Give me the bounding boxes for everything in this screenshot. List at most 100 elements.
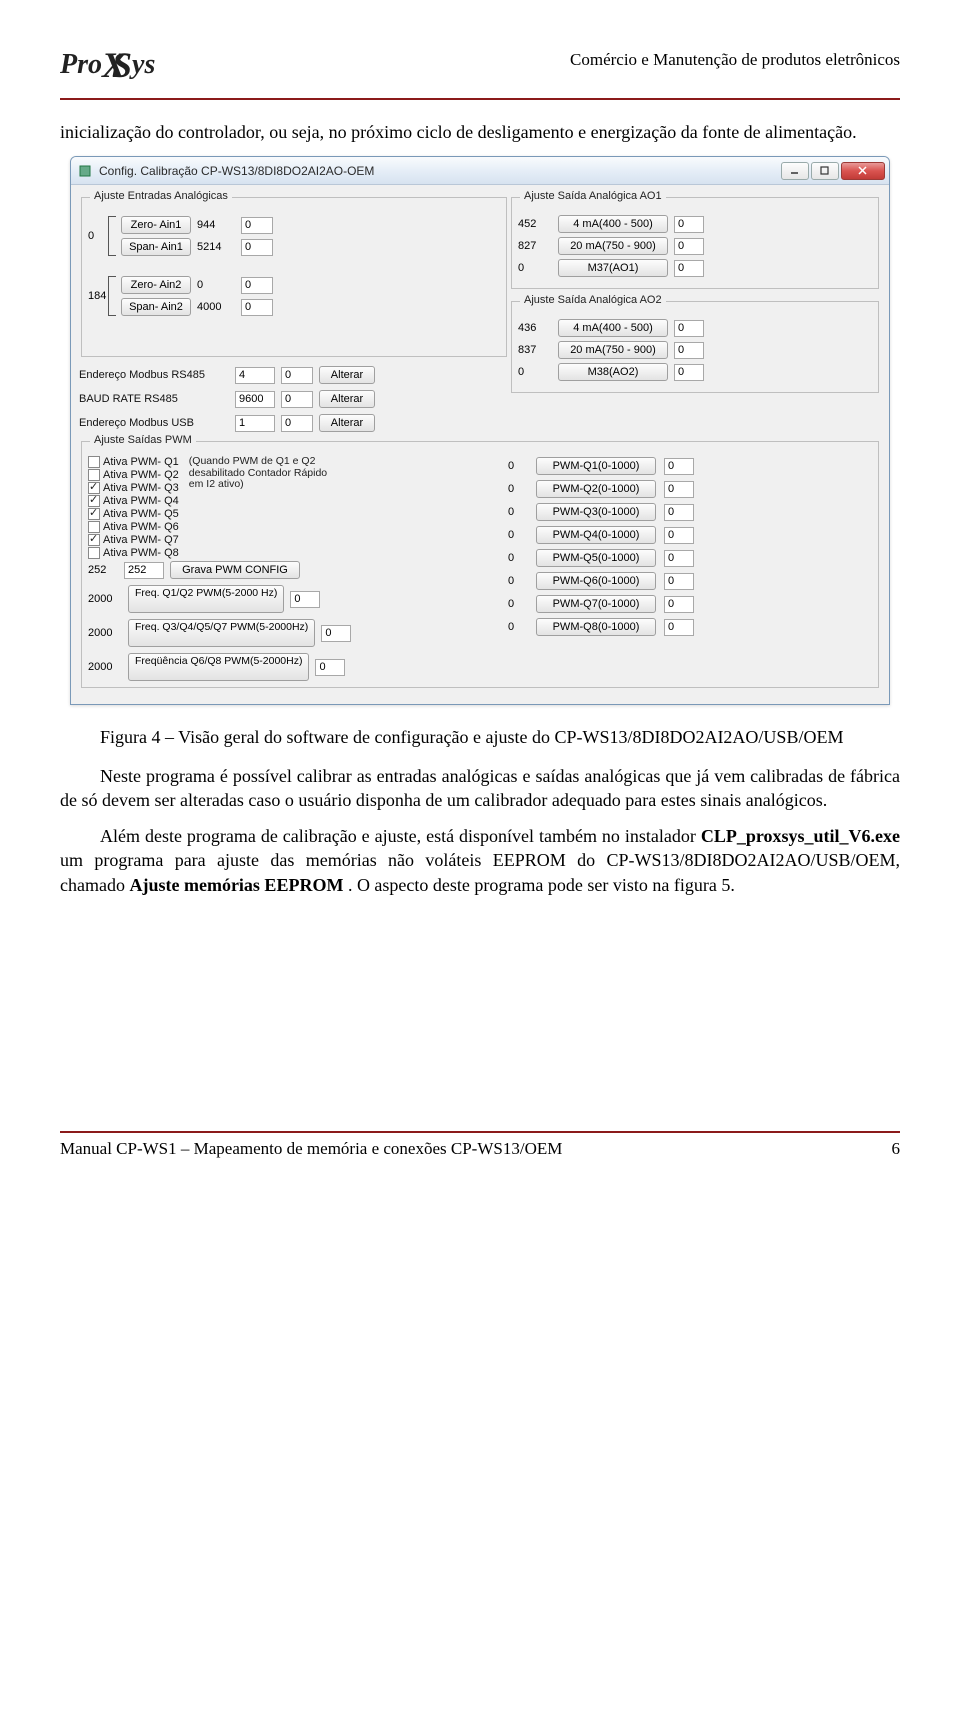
- pwmq-field[interactable]: 0: [664, 619, 694, 636]
- pwmq-button[interactable]: PWM-Q8(0-1000): [536, 618, 656, 636]
- baud-alterar-button[interactable]: Alterar: [319, 390, 375, 408]
- ao2-r2-l: 837: [518, 344, 552, 356]
- pwmq-left: 0: [508, 529, 528, 541]
- pwmq-button[interactable]: PWM-Q1(0-1000): [536, 457, 656, 475]
- pwm-q-row: 0 PWM-Q1(0-1000) 0: [508, 456, 872, 476]
- modbususb-v2[interactable]: 0: [281, 415, 313, 432]
- modbus485-alterar-button[interactable]: Alterar: [319, 366, 375, 384]
- modbus485-v2[interactable]: 0: [281, 367, 313, 384]
- page-footer: Manual CP-WS1 – Mapeamento de memória e …: [60, 1131, 900, 1159]
- pwm-checkbox-row[interactable]: Ativa PWM- Q6: [88, 521, 179, 533]
- pwmq-field[interactable]: 0: [664, 596, 694, 613]
- pwmq-field[interactable]: 0: [664, 458, 694, 475]
- modbus485-v1[interactable]: 4: [235, 367, 275, 384]
- checkbox-label: Ativa PWM- Q7: [103, 534, 179, 546]
- modbususb-v1[interactable]: 1: [235, 415, 275, 432]
- pwmq-button[interactable]: PWM-Q4(0-1000): [536, 526, 656, 544]
- freq-field[interactable]: 0: [315, 659, 345, 676]
- pwm-q-row: 0 PWM-Q4(0-1000) 0: [508, 525, 872, 545]
- dialog-title: Config. Calibração CP-WS13/8DI8DO2AI2AO-…: [99, 164, 374, 178]
- pwm-left-field[interactable]: 252: [124, 562, 164, 579]
- pwm-checkbox-row[interactable]: Ativa PWM- Q3: [88, 482, 179, 494]
- para2-e: . O aspecto deste programa pode ser vist…: [343, 875, 734, 895]
- para-1: Neste programa é possível calibrar as en…: [60, 764, 900, 813]
- close-button[interactable]: [841, 162, 885, 180]
- ao1-r3-f[interactable]: 0: [674, 260, 704, 277]
- zero-ain1-field[interactable]: 0: [241, 217, 273, 234]
- ao1-r1-f[interactable]: 0: [674, 216, 704, 233]
- ao1-m37-button[interactable]: M37(AO1): [558, 259, 668, 277]
- pwmq-left: 0: [508, 460, 528, 472]
- pwmq-button[interactable]: PWM-Q3(0-1000): [536, 503, 656, 521]
- pwm-q-row: 0 PWM-Q6(0-1000) 0: [508, 571, 872, 591]
- zero-ain2-button[interactable]: Zero- Ain2: [121, 276, 191, 294]
- ao2-4ma-button[interactable]: 4 mA(400 - 500): [558, 319, 668, 337]
- modbususb-alterar-button[interactable]: Alterar: [319, 414, 375, 432]
- checkbox-icon[interactable]: [88, 547, 100, 559]
- pwmq-field[interactable]: 0: [664, 550, 694, 567]
- ao2-r3-f[interactable]: 0: [674, 364, 704, 381]
- pwm-q-row: 0PWM-Q2(0-1000)0: [508, 479, 872, 499]
- pwm-checkbox-row[interactable]: Ativa PWM- Q8: [88, 547, 179, 559]
- pwmq-field[interactable]: 0: [664, 481, 694, 498]
- span-ain1-val: 5214: [197, 241, 235, 253]
- baud-v1[interactable]: 9600: [235, 391, 275, 408]
- zero-ain1-button[interactable]: Zero- Ain1: [121, 216, 191, 234]
- ao2-r1-f[interactable]: 0: [674, 320, 704, 337]
- span-ain2-button[interactable]: Span- Ain2: [121, 298, 191, 316]
- pwmq-field[interactable]: 0: [664, 573, 694, 590]
- pwm-left-val: 252: [88, 564, 118, 576]
- logo: ProXSys: [60, 40, 155, 82]
- pwmq-left: 0: [508, 621, 528, 633]
- pwmq-button[interactable]: PWM-Q6(0-1000): [536, 572, 656, 590]
- pwm-checkbox-row[interactable]: Ativa PWM- Q2: [88, 469, 179, 481]
- span-ain1-field[interactable]: 0: [241, 239, 273, 256]
- freq-button[interactable]: Freq. Q3/Q4/Q5/Q7 PWM(5-2000Hz): [128, 619, 315, 647]
- grava-pwm-button[interactable]: Grava PWM CONFIG: [170, 561, 300, 579]
- freq-field[interactable]: 0: [290, 591, 320, 608]
- freq-left: 2000: [88, 593, 122, 605]
- pwmq-left: 0: [508, 575, 528, 587]
- para2-a: Além deste programa de calibração e ajus…: [100, 826, 701, 846]
- freq-button[interactable]: Freq. Q1/Q2 PWM(5-2000 Hz): [128, 585, 284, 613]
- maximize-button[interactable]: [811, 162, 839, 180]
- ain-left1: 184: [88, 290, 104, 302]
- pwmq-field[interactable]: 0: [664, 527, 694, 544]
- checkbox-icon[interactable]: [88, 456, 100, 468]
- span-ain1-button[interactable]: Span- Ain1: [121, 238, 191, 256]
- ao1-r2-f[interactable]: 0: [674, 238, 704, 255]
- zero-ain2-val: 0: [197, 279, 235, 291]
- checkbox-icon[interactable]: [88, 508, 100, 520]
- group-pwm: Ajuste Saídas PWM Ativa PWM- Q1Ativa PWM…: [81, 441, 879, 688]
- pwmq-field[interactable]: 0: [664, 504, 694, 521]
- para2-b: CLP_proxsys_util_V6.exe: [701, 826, 900, 846]
- span-ain2-field[interactable]: 0: [241, 299, 273, 316]
- pwm-q-row: 0 PWM-Q8(0-1000) 0: [508, 617, 872, 637]
- checkbox-label: Ativa PWM- Q5: [103, 508, 179, 520]
- ao1-4ma-button[interactable]: 4 mA(400 - 500): [558, 215, 668, 233]
- pwmq-button[interactable]: PWM-Q5(0-1000): [536, 549, 656, 567]
- ao2-m38-button[interactable]: M38(AO2): [558, 363, 668, 381]
- pwmq-button[interactable]: PWM-Q7(0-1000): [536, 595, 656, 613]
- footer-left: Manual CP-WS1 – Mapeamento de memória e …: [60, 1139, 562, 1159]
- ao2-20ma-button[interactable]: 20 mA(750 - 900): [558, 341, 668, 359]
- pwm-checkbox-row[interactable]: Ativa PWM- Q5: [88, 508, 179, 520]
- checkbox-label: Ativa PWM- Q1: [103, 456, 179, 468]
- pwmq-button[interactable]: PWM-Q2(0-1000): [536, 480, 656, 498]
- legend-entradas: Ajuste Entradas Analógicas: [90, 190, 232, 202]
- pwm-checkbox-row[interactable]: Ativa PWM- Q4: [88, 495, 179, 507]
- pwm-checkbox-row[interactable]: Ativa PWM- Q7: [88, 534, 179, 546]
- freq-button[interactable]: Freqüência Q6/Q8 PWM(5-2000Hz): [128, 653, 309, 681]
- titlebar[interactable]: Config. Calibração CP-WS13/8DI8DO2AI2AO-…: [71, 157, 889, 185]
- checkbox-icon[interactable]: [88, 534, 100, 546]
- zero-ain2-field[interactable]: 0: [241, 277, 273, 294]
- baud-v2[interactable]: 0: [281, 391, 313, 408]
- checkbox-label: Ativa PWM- Q4: [103, 495, 179, 507]
- minimize-button[interactable]: [781, 162, 809, 180]
- ao1-r3-l: 0: [518, 262, 552, 274]
- ao2-r2-f[interactable]: 0: [674, 342, 704, 359]
- freq-field[interactable]: 0: [321, 625, 351, 642]
- pwm-checkbox-row[interactable]: Ativa PWM- Q1: [88, 456, 179, 468]
- checkbox-label: Ativa PWM- Q3: [103, 482, 179, 494]
- ao1-20ma-button[interactable]: 20 mA(750 - 900): [558, 237, 668, 255]
